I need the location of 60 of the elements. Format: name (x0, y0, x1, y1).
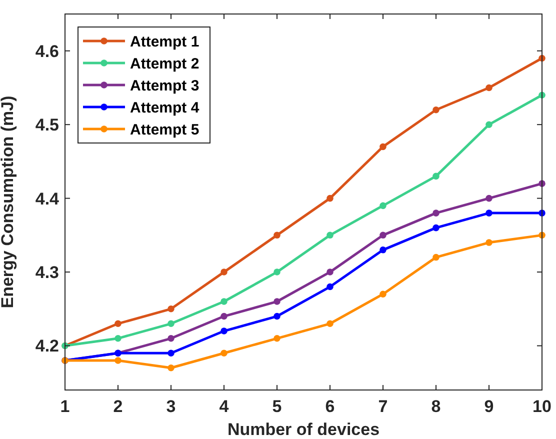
point (220, 350, 228, 357)
point (168, 350, 174, 357)
x-tick-label: 4 (219, 397, 230, 416)
y-tick-label: 4.6 (35, 42, 59, 61)
point (168, 364, 174, 372)
legend-label: Attempt 5 (130, 121, 200, 138)
y-tick-label: 4.3 (35, 262, 59, 282)
point (380, 246, 386, 254)
y-tick-label: 4.2 (35, 336, 59, 356)
point (168, 320, 174, 328)
y-tick-label: 4.5 (35, 116, 59, 135)
point (486, 121, 492, 128)
x-tick-label: 8 (431, 397, 441, 416)
point (486, 210, 492, 216)
point (486, 239, 492, 246)
point (274, 312, 280, 320)
legend-label: Attempt 2 (130, 55, 200, 72)
x-tick-label: 2 (113, 397, 123, 416)
point (168, 306, 174, 312)
point (274, 232, 280, 239)
legend-label: Attempt 4 (130, 99, 200, 116)
point (114, 335, 122, 342)
point (326, 232, 334, 239)
point (114, 357, 122, 364)
point (114, 320, 122, 328)
x-tick-label: 10 (532, 397, 552, 416)
point (274, 298, 280, 305)
point (432, 224, 440, 232)
point (220, 268, 228, 276)
point (380, 202, 386, 210)
point (274, 335, 280, 342)
point (486, 194, 492, 202)
x-tick-label: 6 (325, 397, 335, 416)
y-tick-label: 4.4 (35, 189, 60, 208)
point (380, 290, 386, 298)
point (220, 328, 228, 334)
point (432, 106, 440, 114)
point (326, 194, 334, 202)
x-tick-label: 5 (272, 397, 282, 416)
point (380, 143, 386, 150)
x-tick-label: 3 (166, 397, 176, 416)
x-tick-label: 7 (378, 397, 388, 416)
x-axis-title: Number of devices (227, 420, 380, 439)
point (326, 283, 334, 290)
point (326, 320, 334, 328)
legend-label: Attempt 1 (130, 33, 200, 50)
y-axis-title: Energy Consumption (mJ) (0, 96, 17, 308)
point (220, 312, 228, 320)
point (220, 298, 228, 305)
point (168, 335, 174, 342)
point (432, 172, 440, 180)
point (486, 84, 492, 92)
point (432, 254, 440, 261)
x-tick-label: 1 (60, 397, 70, 416)
point (380, 232, 386, 239)
legend-label: Attempt 3 (130, 77, 200, 94)
point (326, 268, 334, 276)
x-tick-label: 9 (484, 397, 494, 416)
point (432, 210, 440, 216)
point (274, 268, 280, 276)
